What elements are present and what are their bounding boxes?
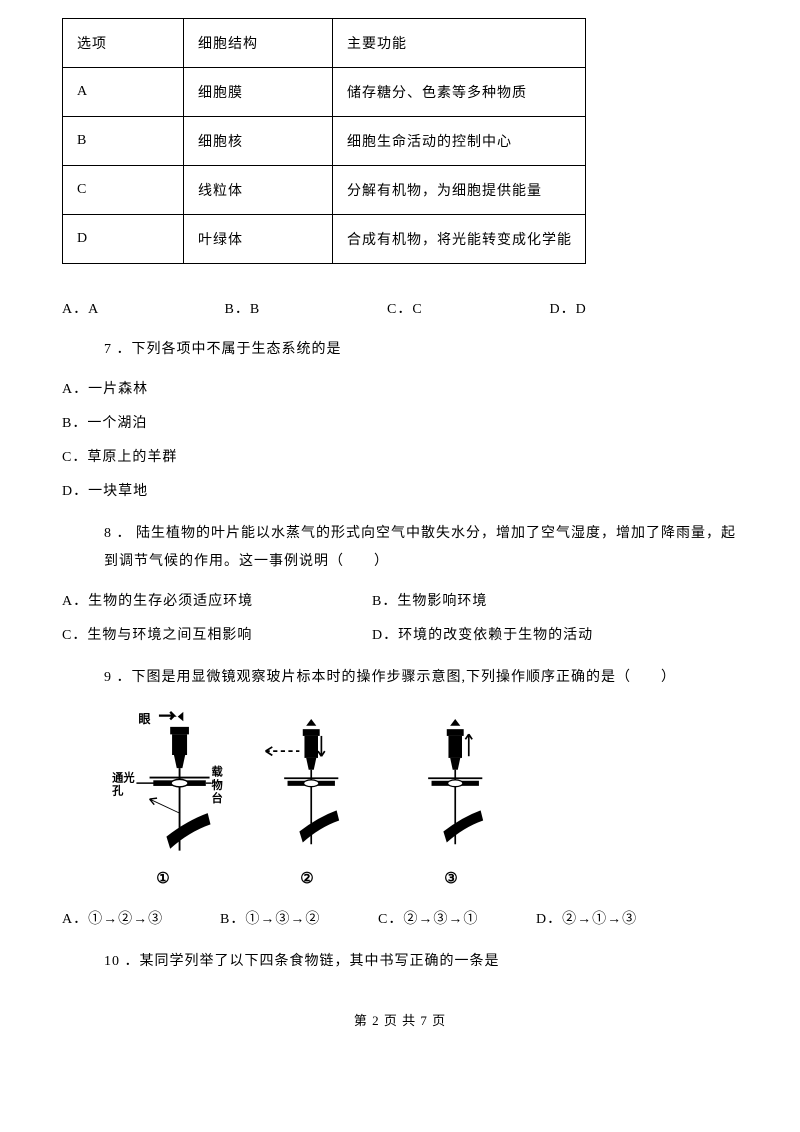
q6-opt-c: C．C: [387, 298, 545, 318]
q7-opt-c: C．草原上的羊群: [58, 446, 742, 466]
q7-opt-b: B．一个湖泊: [58, 412, 742, 432]
q7-stem: 7 ．下列各项中不属于生态系统的是: [58, 336, 742, 364]
microscope-icon: 眼 通光 孔: [108, 710, 238, 860]
q8-stem: 8 ． 陆生植物的叶片能以水蒸气的形式向空气中散失水分，增加了空气湿度，增加了降…: [58, 520, 742, 576]
q9-stem: 9 ．下图是用显微镜观察玻片标本时的操作步骤示意图,下列操作顺序正确的是（ ）: [58, 664, 742, 692]
q6-opt-d: D．D: [550, 298, 587, 318]
table-row: D 叶绿体 合成有机物，将光能转变成化学能: [63, 215, 586, 264]
q6-opt-b: B．B: [225, 298, 383, 318]
th-structure: 细胞结构: [184, 19, 333, 68]
table-row: C 线粒体 分解有机物，为细胞提供能量: [63, 166, 586, 215]
cell-opt: D: [63, 215, 184, 264]
microscope-icon: [396, 710, 506, 860]
q9-opt-c: C．②→③→①: [378, 908, 536, 928]
cell-opt: A: [63, 68, 184, 117]
hole-label: 通光: [112, 770, 135, 784]
q8-opt-c: C．生物与环境之间互相影响: [62, 624, 372, 644]
eye-label: 眼: [138, 712, 151, 726]
microscope-fig-2: ②: [252, 710, 362, 888]
cell-func: 细胞生命活动的控制中心: [333, 117, 586, 166]
fig-num-2: ②: [252, 869, 362, 888]
cell-opt: C: [63, 166, 184, 215]
table-row: B 细胞核 细胞生命活动的控制中心: [63, 117, 586, 166]
microscope-icon: [252, 710, 362, 860]
q8-opt-d: D．环境的改变依赖于生物的活动: [372, 624, 593, 644]
q10-stem: 10 ．某同学列举了以下四条食物链，其中书写正确的一条是: [58, 948, 742, 976]
q8-row2: C．生物与环境之间互相影响 D．环境的改变依赖于生物的活动: [58, 624, 742, 644]
cell-func: 储存糖分、色素等多种物质: [333, 68, 586, 117]
q8-opt-b: B．生物影响环境: [372, 590, 487, 610]
cell-structure-table: 选项 细胞结构 主要功能 A 细胞膜 储存糖分、色素等多种物质 B 细胞核 细胞…: [62, 18, 586, 264]
cell-struct: 线粒体: [184, 166, 333, 215]
q9-opt-d: D．②→①→③: [536, 908, 694, 928]
q8-stem-text: 8 ． 陆生植物的叶片能以水蒸气的形式向空气中散失水分，增加了空气湿度，增加了降…: [104, 526, 736, 569]
table-row: A 细胞膜 储存糖分、色素等多种物质: [63, 68, 586, 117]
q6-options: A．A B．B C．C D．D: [58, 298, 742, 318]
cell-func: 合成有机物，将光能转变成化学能: [333, 215, 586, 264]
stage-label-2: 物: [211, 778, 222, 792]
q7-opt-a: A．一片森林: [58, 378, 742, 398]
stage-label: 载: [211, 765, 223, 779]
th-option: 选项: [63, 19, 184, 68]
th-function: 主要功能: [333, 19, 586, 68]
stage-label-3: 台: [211, 791, 222, 805]
q7-opt-d: D．一块草地: [58, 480, 742, 500]
cell-opt: B: [63, 117, 184, 166]
cell-struct: 细胞核: [184, 117, 333, 166]
microscope-fig-3: ③: [396, 710, 506, 888]
q9-opt-b: B．①→③→②: [220, 908, 378, 928]
hole-label-2: 孔: [112, 784, 124, 797]
microscope-fig-1: 眼 通光 孔: [108, 710, 218, 888]
fig-num-3: ③: [396, 869, 506, 888]
q8-opt-a: A．生物的生存必须适应环境: [62, 590, 372, 610]
q9-opt-a: A．①→②→③: [62, 908, 220, 928]
cell-struct: 叶绿体: [184, 215, 333, 264]
q6-opt-a: A．A: [62, 298, 220, 318]
cell-func: 分解有机物，为细胞提供能量: [333, 166, 586, 215]
page-content: 选项 细胞结构 主要功能 A 细胞膜 储存糖分、色素等多种物质 B 细胞核 细胞…: [0, 0, 800, 1059]
q8-row1: A．生物的生存必须适应环境 B．生物影响环境: [58, 590, 742, 610]
cell-struct: 细胞膜: [184, 68, 333, 117]
table-row: 选项 细胞结构 主要功能: [63, 19, 586, 68]
q9-options: A．①→②→③ B．①→③→② C．②→③→① D．②→①→③: [58, 908, 742, 928]
page-footer: 第 2 页 共 7 页: [58, 1010, 742, 1029]
q9-figures: 眼 通光 孔: [58, 710, 742, 888]
fig-num-1: ①: [108, 869, 218, 888]
